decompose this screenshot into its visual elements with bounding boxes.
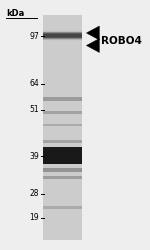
- Bar: [43, 34, 82, 37]
- Bar: [43, 33, 82, 36]
- Bar: [43, 31, 82, 34]
- Polygon shape: [86, 26, 99, 40]
- Bar: [43, 36, 82, 40]
- Bar: [43, 35, 82, 38]
- Bar: [43, 29, 82, 32]
- Bar: [43, 34, 82, 37]
- Bar: [43, 124, 82, 126]
- Bar: [43, 176, 82, 179]
- Bar: [43, 30, 82, 33]
- Bar: [43, 33, 82, 36]
- Text: 64: 64: [29, 79, 39, 88]
- Polygon shape: [86, 38, 99, 52]
- Bar: [43, 32, 82, 35]
- Bar: [43, 37, 82, 40]
- Bar: [43, 38, 82, 41]
- Bar: [43, 140, 82, 143]
- Text: 39: 39: [29, 152, 39, 161]
- Text: 97: 97: [29, 32, 39, 41]
- Bar: [43, 31, 82, 34]
- Bar: [43, 32, 82, 36]
- Text: kDa: kDa: [6, 9, 24, 18]
- Bar: [43, 97, 82, 100]
- Bar: [43, 35, 82, 38]
- Bar: [43, 37, 82, 40]
- Bar: [43, 147, 82, 164]
- Text: 19: 19: [29, 213, 39, 222]
- Bar: [43, 38, 82, 42]
- Bar: [43, 168, 82, 172]
- Bar: [43, 39, 82, 42]
- Text: ROBO4: ROBO4: [101, 36, 142, 46]
- Bar: [43, 15, 82, 240]
- Bar: [43, 36, 82, 39]
- Bar: [43, 111, 82, 114]
- Bar: [43, 38, 82, 41]
- Text: 28: 28: [29, 189, 39, 198]
- Bar: [43, 32, 82, 35]
- Bar: [43, 36, 82, 39]
- Bar: [43, 34, 82, 38]
- Text: 51: 51: [29, 106, 39, 114]
- Bar: [43, 30, 82, 33]
- Bar: [43, 206, 82, 209]
- Bar: [43, 30, 82, 34]
